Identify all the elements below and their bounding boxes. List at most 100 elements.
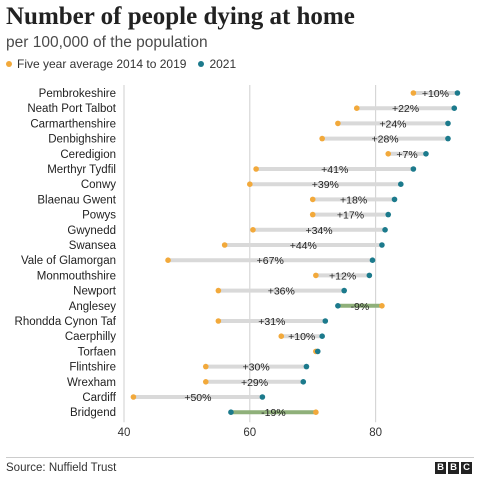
dot-2021-merthyr-tydfil: [410, 166, 417, 172]
row-label-denbighshire: Denbighshire: [48, 134, 116, 146]
row-label-merthyr-tydfil: Merthyr Tydfil: [47, 164, 116, 176]
legend-dot-2021: [198, 61, 205, 67]
row-label-powys: Powys: [82, 210, 116, 222]
change-label-conwy: +39%: [312, 179, 339, 191]
row-label-pembrokeshire: Pembrokeshire: [39, 88, 116, 100]
row-label-wrexham: Wrexham: [67, 377, 116, 389]
dot-average-monmouthshire: [313, 272, 319, 279]
footer-divider: [6, 457, 474, 458]
dot-2021-blaenau-gwent: [391, 196, 398, 203]
dot-average-wrexham: [202, 379, 209, 385]
row-label-neath-port-talbot: Neath Port Talbot: [27, 103, 116, 115]
dot-average-pembrokeshire: [410, 90, 417, 96]
dot-2021-vale-of-glamorgan: [369, 257, 376, 264]
row-label-cardiff: Cardiff: [82, 392, 116, 404]
row-label-caerphilly: Caerphilly: [65, 331, 116, 343]
x-tick-label-60: 60: [243, 427, 256, 439]
row-label-gwynedd: Gwynedd: [67, 225, 116, 237]
dot-2021-conwy: [398, 181, 404, 187]
dot-2021-gwynedd: [382, 227, 388, 233]
row-label-newport: Newport: [73, 286, 117, 298]
dot-2021-rhondda-cynon-taf: [322, 318, 329, 324]
dot-2021-cardiff: [259, 394, 266, 400]
dot-average-ceredigion: [385, 151, 392, 157]
change-label-powys: +17%: [337, 210, 364, 222]
row-label-monmouthshire: Monmouthshire: [37, 270, 116, 282]
change-label-monmouthshire: +12%: [329, 270, 356, 282]
change-label-swansea: +44%: [290, 240, 317, 252]
dot-average-vale-of-glamorgan: [165, 257, 171, 264]
x-tick-label-80: 80: [369, 427, 382, 439]
change-label-gwynedd: +34%: [305, 225, 332, 237]
bbc-logo-letter-2: B: [448, 462, 459, 474]
change-label-vale-of-glamorgan: +67%: [257, 255, 284, 267]
change-label-ceredigion: +7%: [396, 149, 417, 161]
dot-2021-neath-port-talbot: [451, 105, 458, 111]
dot-average-swansea: [221, 242, 228, 248]
dot-average-carmarthenshire: [335, 120, 341, 127]
dot-2021-bridgend: [228, 409, 234, 416]
dot-average-flintshire: [202, 363, 209, 370]
dot-average-powys: [309, 211, 316, 218]
dot-2021-swansea: [379, 242, 385, 248]
chart-title: Number of people dying at home: [6, 3, 355, 30]
dot-2021-wrexham: [300, 379, 307, 385]
change-label-blaenau-gwent: +18%: [340, 194, 367, 206]
row-label-anglesey: Anglesey: [69, 301, 117, 313]
dot-2021-powys: [385, 211, 392, 218]
change-label-denbighshire: +28%: [371, 134, 398, 146]
dot-2021-carmarthenshire: [445, 120, 451, 127]
row-label-torfaen: Torfaen: [78, 346, 116, 358]
change-label-bridgend: -19%: [261, 407, 286, 419]
dot-average-newport: [215, 287, 222, 294]
legend-label-average: Five year average 2014 to 2019: [17, 57, 187, 71]
source-note: Source: Nuffield Trust: [6, 462, 117, 474]
change-label-carmarthenshire: +24%: [379, 118, 406, 130]
change-label-cardiff: +50%: [184, 392, 211, 404]
change-label-caerphilly: +10%: [288, 331, 315, 343]
change-label-newport: +36%: [268, 286, 295, 298]
dot-2021-denbighshire: [445, 135, 451, 142]
dot-2021-anglesey: [335, 303, 341, 309]
chart-subtitle: per 100,000 of the population: [6, 34, 208, 51]
row-label-swansea: Swansea: [69, 240, 117, 252]
row-label-conwy: Conwy: [81, 179, 116, 191]
dot-average-cardiff: [130, 394, 137, 400]
dot-2021-newport: [341, 287, 347, 294]
row-label-rhondda-cynon-taf: Rhondda Cynon Taf: [15, 316, 117, 328]
dot-2021-torfaen: [314, 348, 321, 355]
change-label-rhondda-cynon-taf: +31%: [258, 316, 285, 328]
dot-2021-caerphilly: [319, 333, 325, 340]
change-label-pembrokeshire: +10%: [422, 88, 449, 100]
row-label-vale-of-glamorgan: Vale of Glamorgan: [21, 255, 116, 267]
row-label-ceredigion: Ceredigion: [60, 149, 116, 161]
dot-2021-ceredigion: [423, 151, 429, 157]
dot-average-neath-port-talbot: [353, 105, 360, 111]
dot-2021-flintshire: [303, 363, 310, 370]
dot-average-denbighshire: [319, 135, 325, 142]
change-label-wrexham: +29%: [241, 377, 268, 389]
dot-2021-pembrokeshire: [454, 90, 461, 96]
row-label-bridgend: Bridgend: [70, 407, 116, 419]
row-label-flintshire: Flintshire: [69, 362, 116, 374]
change-label-merthyr-tydfil: +41%: [321, 164, 348, 176]
dot-average-conwy: [247, 181, 253, 187]
bbc-logo: B B C: [433, 462, 472, 474]
change-label-flintshire: +30%: [243, 362, 270, 374]
bbc-logo-letter-1: B: [435, 462, 446, 474]
dot-average-bridgend: [313, 409, 319, 416]
dot-average-rhondda-cynon-taf: [215, 318, 222, 324]
x-tick-label-40: 40: [118, 427, 131, 439]
dot-average-caerphilly: [278, 333, 285, 340]
row-label-blaenau-gwent: Blaenau Gwent: [37, 194, 116, 206]
legend-dot-average: [6, 61, 12, 67]
legend-item-2021: 2021: [198, 57, 236, 71]
change-label-neath-port-talbot: +22%: [392, 103, 419, 115]
legend-item-average: Five year average 2014 to 2019: [6, 57, 186, 71]
legend-label-2021: 2021: [209, 57, 237, 71]
dot-plot-chart: 40 60 80 Pembrokeshire +10% Neath Port Talbot…: [15, 85, 461, 439]
dot-average-anglesey: [379, 303, 385, 309]
change-label-anglesey: -9%: [351, 301, 370, 313]
bbc-logo-letter-3: C: [461, 462, 472, 474]
dot-average-blaenau-gwent: [309, 196, 316, 203]
